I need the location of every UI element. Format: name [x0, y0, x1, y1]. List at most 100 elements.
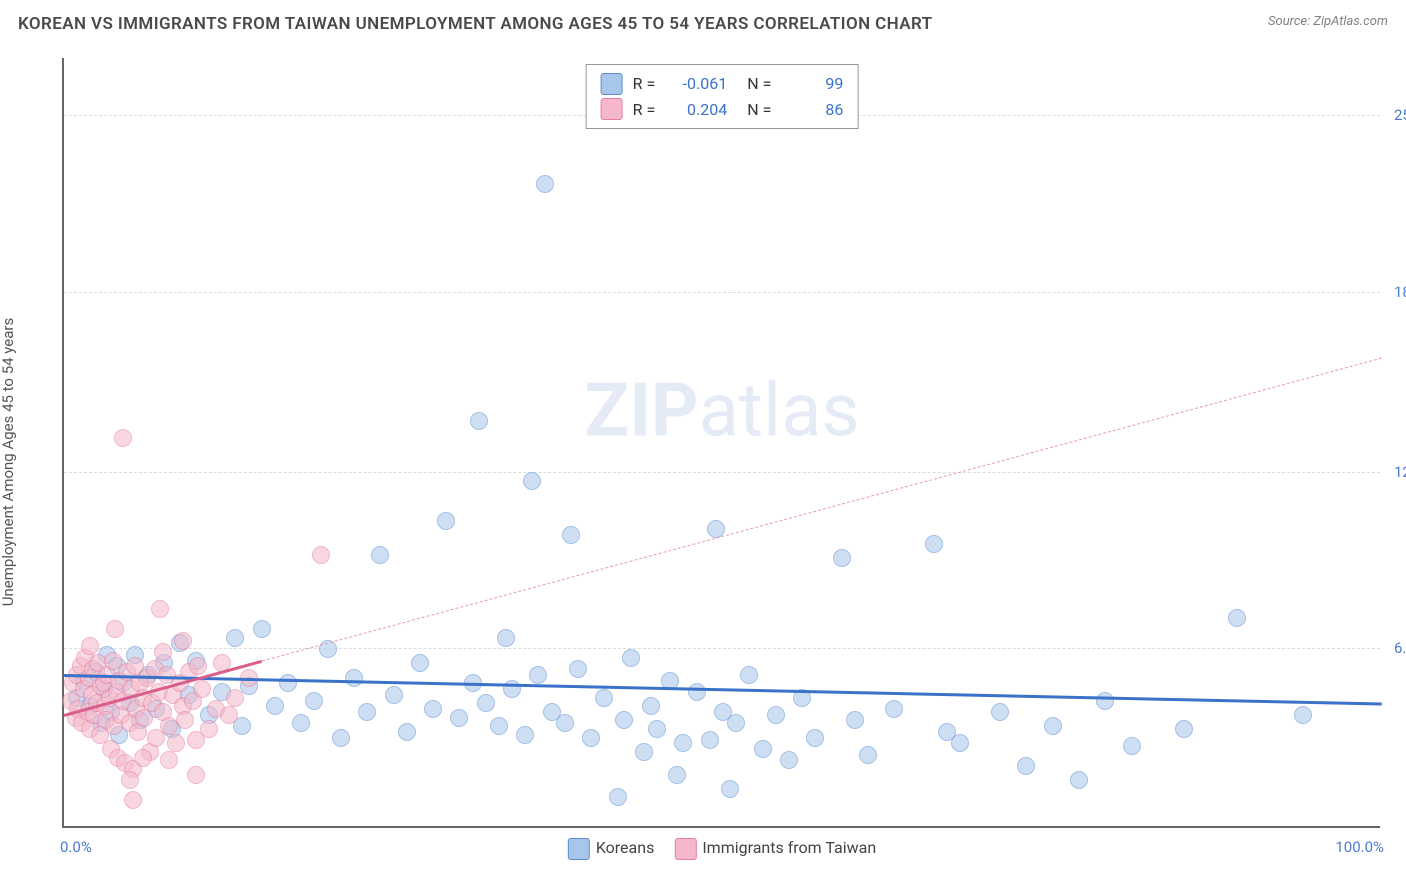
data-point [806, 729, 824, 747]
data-point [925, 535, 943, 553]
data-point [1123, 737, 1141, 755]
data-point [193, 680, 211, 698]
data-point [81, 637, 99, 655]
data-point [727, 714, 745, 732]
trend-line [64, 674, 1382, 706]
data-point [615, 711, 633, 729]
y-tick-label: 25.0% [1382, 106, 1406, 124]
legend-item: Immigrants from Taiwan [674, 838, 876, 860]
data-point [569, 660, 587, 678]
data-point [556, 714, 574, 732]
y-axis-label: Unemployment Among Ages 45 to 54 years [0, 318, 17, 606]
data-point [767, 706, 785, 724]
data-point [609, 788, 627, 806]
legend-r-value: 0.204 [665, 97, 727, 123]
data-point [740, 666, 758, 684]
data-point [176, 711, 194, 729]
legend-swatch [674, 838, 696, 860]
legend-n-label: N = [747, 71, 771, 97]
data-point [114, 429, 132, 447]
data-point [134, 749, 152, 767]
x-tick-label: 0.0% [60, 838, 92, 856]
data-point [292, 714, 310, 732]
data-point [437, 512, 455, 530]
series-legend: Koreans Immigrants from Taiwan [568, 838, 876, 860]
data-point [151, 600, 169, 618]
data-point [701, 731, 719, 749]
data-point [106, 620, 124, 638]
data-point [754, 740, 772, 758]
data-point [582, 729, 600, 747]
data-point [497, 629, 515, 647]
grid-line [64, 648, 1380, 649]
watermark: ZIPatlas [584, 368, 859, 455]
data-point [648, 720, 666, 738]
data-point [279, 674, 297, 692]
y-tick-label: 18.8% [1382, 283, 1406, 301]
legend-n-label: N = [747, 97, 771, 123]
correlation-legend: R =-0.061N =99R =0.204N =86 [586, 64, 859, 129]
legend-row: R =0.204N =86 [601, 97, 844, 123]
data-point [490, 717, 508, 735]
legend-label: Immigrants from Taiwan [702, 838, 876, 857]
legend-row: R = -0.061 N = 99 [601, 71, 844, 97]
legend-r-label: R = [633, 97, 656, 123]
data-point [253, 620, 271, 638]
legend-swatch [601, 73, 623, 95]
data-point [226, 629, 244, 647]
data-point [622, 649, 640, 667]
data-point [529, 666, 547, 684]
y-tick-label: 6.3% [1382, 639, 1406, 657]
data-point [885, 700, 903, 718]
data-point [516, 726, 534, 744]
plot-area: ZIPatlas R =-0.061N =99R =0.204N =86 Kor… [62, 58, 1380, 828]
data-point [312, 546, 330, 564]
data-point [154, 643, 172, 661]
legend-n-value: 99 [781, 71, 843, 97]
data-point [595, 689, 613, 707]
legend-r-label: R = [633, 71, 656, 97]
data-point [674, 734, 692, 752]
legend-r-value: -0.061 [665, 71, 727, 97]
data-point [1228, 609, 1246, 627]
data-point [189, 657, 207, 675]
data-point [332, 729, 350, 747]
data-point [1096, 692, 1114, 710]
data-point [635, 743, 653, 761]
data-point [358, 703, 376, 721]
grid-line [64, 292, 1380, 293]
data-point [371, 546, 389, 564]
data-point [174, 632, 192, 650]
chart-container: Unemployment Among Ages 45 to 54 years Z… [18, 50, 1388, 874]
data-point [477, 694, 495, 712]
data-point [846, 711, 864, 729]
data-point [523, 472, 541, 490]
legend-label: Koreans [596, 838, 655, 857]
source-label: Source: ZipAtlas.com [1268, 14, 1388, 29]
grid-line [64, 472, 1380, 473]
data-point [1017, 757, 1035, 775]
data-point [1175, 720, 1193, 738]
data-point [780, 751, 798, 769]
data-point [991, 703, 1009, 721]
data-point [167, 734, 185, 752]
data-point [385, 686, 403, 704]
data-point [305, 692, 323, 710]
data-point [1294, 706, 1312, 724]
data-point [345, 669, 363, 687]
data-point [470, 412, 488, 430]
data-point [450, 709, 468, 727]
data-point [226, 689, 244, 707]
data-point [833, 549, 851, 567]
data-point [1070, 771, 1088, 789]
data-point [536, 175, 554, 193]
data-point [124, 791, 142, 809]
y-tick-label: 12.5% [1382, 463, 1406, 481]
data-point [398, 723, 416, 741]
data-point [424, 700, 442, 718]
data-point [859, 746, 877, 764]
data-point [721, 780, 739, 798]
data-point [266, 697, 284, 715]
data-point [160, 751, 178, 769]
data-point [1044, 717, 1062, 735]
